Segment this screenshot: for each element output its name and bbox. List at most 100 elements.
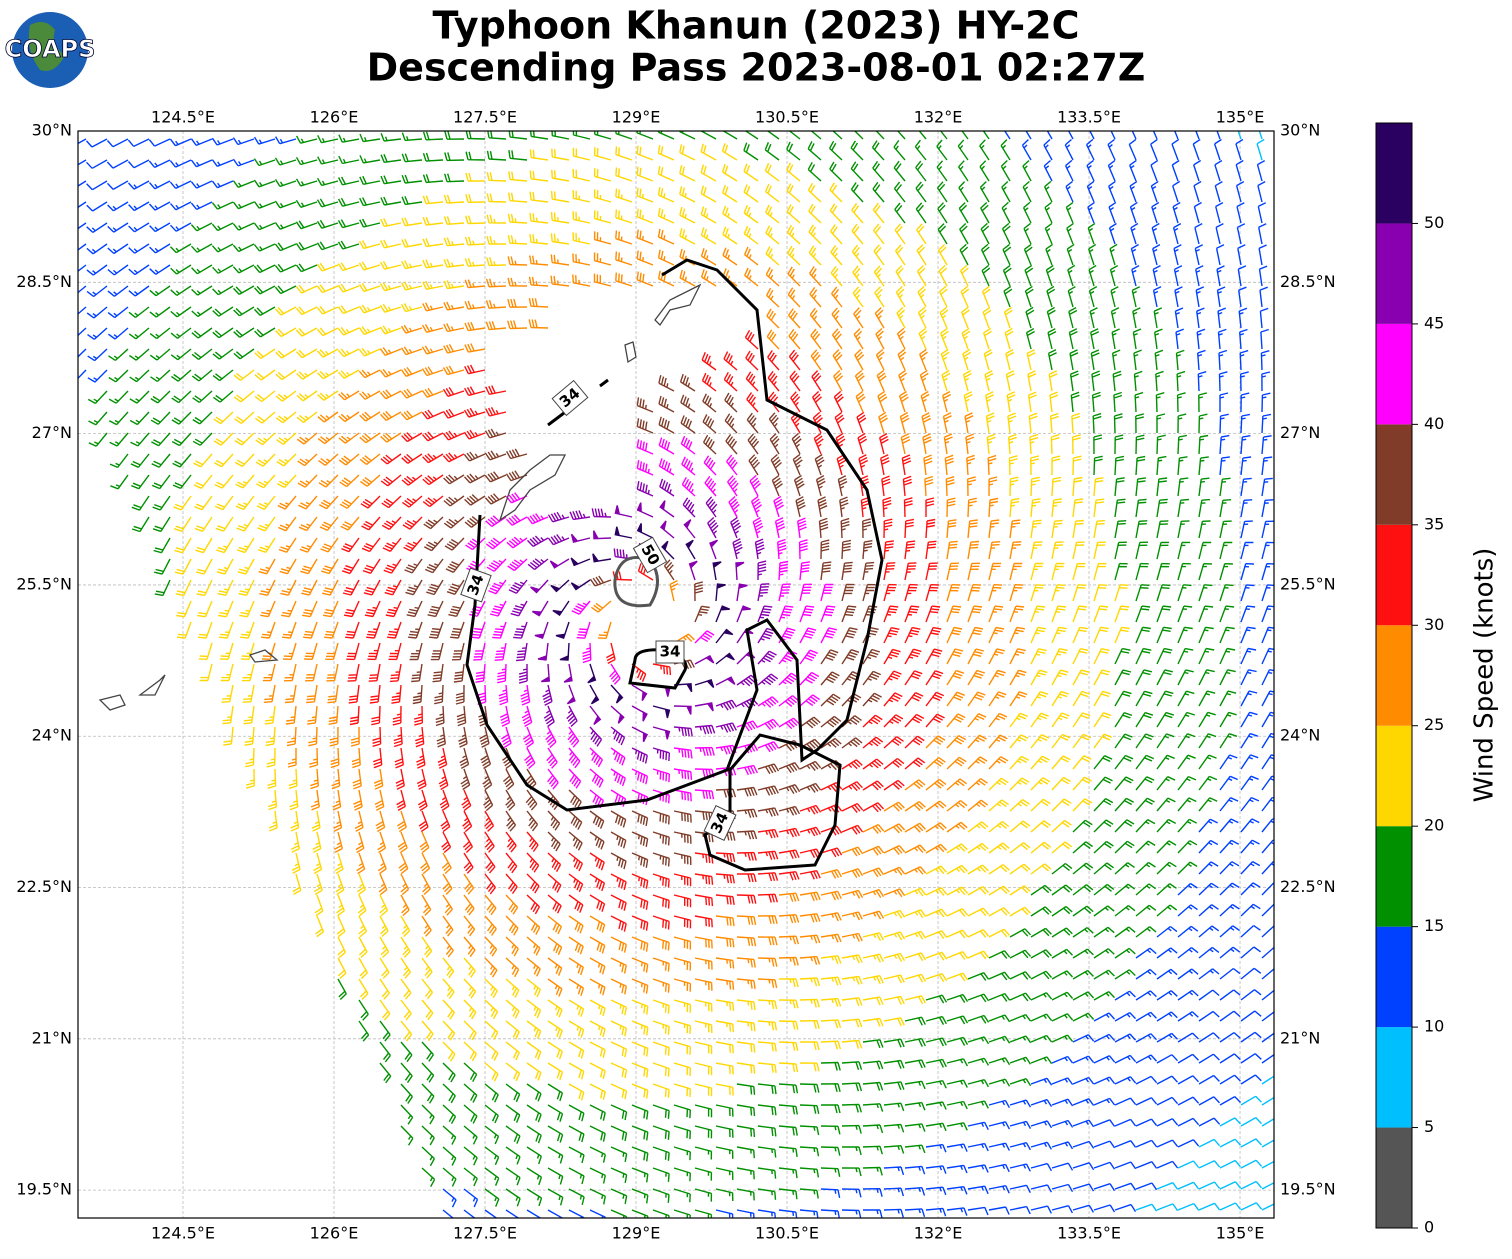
wind-barb xyxy=(223,726,234,746)
wind-barb xyxy=(1177,626,1193,644)
wind-barb xyxy=(1030,884,1052,896)
wind-barb xyxy=(1215,201,1224,224)
wind-barb xyxy=(736,1041,756,1053)
wind-barb xyxy=(1051,927,1073,938)
wind-barb xyxy=(1176,370,1186,392)
wind-barb xyxy=(463,978,477,999)
wind-barb xyxy=(1219,967,1241,980)
wind-barb xyxy=(694,1020,713,1034)
wind-barb xyxy=(1022,201,1032,224)
wind-barb xyxy=(1093,1033,1116,1043)
wind-barb xyxy=(778,914,800,924)
wind-barb xyxy=(107,222,129,233)
wind-barb xyxy=(232,264,255,274)
wind-barb xyxy=(568,873,584,893)
wind-barb xyxy=(659,520,675,539)
wind-barb xyxy=(1003,306,1013,329)
wind-barb xyxy=(673,915,692,929)
wind-barb xyxy=(694,679,715,688)
wind-barb xyxy=(1009,669,1027,686)
wind-barb xyxy=(1072,755,1092,770)
wind-barb xyxy=(482,768,493,791)
wind-barb xyxy=(1150,180,1159,203)
wind-barb xyxy=(295,284,318,294)
wind-barb xyxy=(589,684,600,705)
wind-barb xyxy=(463,1041,478,1062)
wind-barb xyxy=(1153,307,1163,329)
wind-barb xyxy=(631,1188,649,1204)
wind-barb xyxy=(820,1188,841,1199)
wind-barb xyxy=(339,474,360,488)
wind-barb xyxy=(173,516,192,532)
wind-barb xyxy=(221,684,234,703)
wind-barb xyxy=(1051,1205,1074,1214)
wind-barb xyxy=(1093,434,1103,455)
wind-barb xyxy=(615,230,633,245)
wind-barb xyxy=(375,810,386,833)
wind-barb xyxy=(1261,392,1271,413)
wind-barb xyxy=(612,571,633,581)
wind-barb xyxy=(757,560,767,581)
wind-barb xyxy=(358,369,381,379)
wind-barb xyxy=(967,648,985,665)
wind-barb xyxy=(1261,968,1274,980)
wind-barb xyxy=(862,692,882,707)
wind-barb xyxy=(107,285,129,297)
wind-barb xyxy=(1135,947,1157,959)
wind-barb xyxy=(1219,669,1236,686)
wind-barb xyxy=(883,1038,905,1048)
wind-barb xyxy=(568,915,584,934)
wind-barb xyxy=(631,999,649,1015)
wind-barb xyxy=(439,789,450,812)
wind-barb xyxy=(443,258,465,268)
wind-barb xyxy=(820,1125,841,1135)
wind-barb xyxy=(673,894,692,908)
wind-barb xyxy=(1156,413,1166,433)
wind-barb xyxy=(1009,734,1029,749)
wind-barb xyxy=(1240,563,1254,581)
wind-barb xyxy=(1198,669,1215,686)
wind-barb xyxy=(78,201,87,209)
wind-barb xyxy=(946,1058,969,1067)
wind-barb xyxy=(244,726,255,746)
wind-barb xyxy=(403,537,423,552)
colorbar-bin xyxy=(1376,123,1412,224)
wind-barb xyxy=(1135,1118,1158,1127)
wind-barb xyxy=(1114,1118,1137,1127)
wind-barb xyxy=(352,768,362,790)
wind-barb xyxy=(1240,754,1259,770)
wind-barb xyxy=(946,605,962,623)
wind-barb xyxy=(694,1167,713,1181)
wind-barb xyxy=(1030,541,1043,560)
wind-barb xyxy=(1261,1160,1274,1169)
wind-barb xyxy=(778,1167,798,1179)
wind-barb xyxy=(652,768,670,783)
wind-barb xyxy=(1072,712,1091,728)
wind-barb xyxy=(1239,328,1248,350)
wind-barb xyxy=(192,411,213,425)
wind-barb xyxy=(1072,626,1088,644)
wind-barb xyxy=(967,713,987,728)
colorbar-tick-label: 45 xyxy=(1424,313,1444,332)
wind-barb xyxy=(401,474,423,486)
wind-barb xyxy=(765,225,780,245)
wind-barb xyxy=(1240,925,1261,938)
wind-barb xyxy=(1051,519,1063,539)
colorbar-tick-label: 40 xyxy=(1424,414,1444,433)
wind-barb xyxy=(1009,842,1031,854)
wind-barb xyxy=(1261,499,1274,518)
wind-barb xyxy=(652,894,670,909)
wind-barb xyxy=(1217,328,1227,350)
wind-barb xyxy=(631,852,649,868)
wind-barb xyxy=(983,348,993,371)
wind-barb xyxy=(540,663,551,683)
wind-barb xyxy=(736,1209,755,1218)
wind-barb xyxy=(1261,796,1274,812)
wind-barb xyxy=(380,474,402,487)
wind-barb xyxy=(862,758,884,770)
wind-barb xyxy=(904,583,918,602)
wind-barb xyxy=(936,181,948,203)
wind-barb xyxy=(129,348,150,361)
contour-34 xyxy=(703,733,842,872)
wind-barb xyxy=(809,307,822,329)
